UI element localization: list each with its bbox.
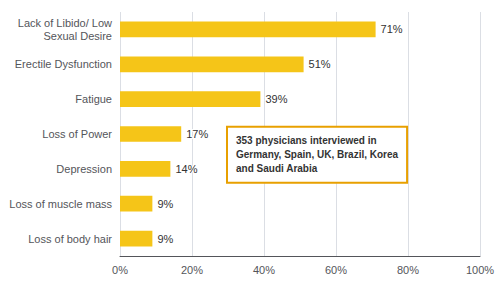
svg-text:20%: 20% — [181, 264, 203, 276]
svg-text:Loss of Power: Loss of Power — [42, 128, 112, 140]
svg-text:Erectile Dysfunction: Erectile Dysfunction — [15, 58, 112, 70]
svg-text:0%: 0% — [112, 264, 128, 276]
svg-text:51%: 51% — [309, 58, 331, 70]
svg-text:40%: 40% — [253, 264, 275, 276]
svg-text:Fatigue: Fatigue — [75, 93, 112, 105]
svg-text:14%: 14% — [175, 163, 197, 175]
svg-text:Depression: Depression — [56, 163, 112, 175]
svg-text:9%: 9% — [157, 198, 173, 210]
svg-text:39%: 39% — [265, 93, 287, 105]
svg-text:Germany, Spain, UK, Brazil, Ko: Germany, Spain, UK, Brazil, Korea — [236, 149, 399, 160]
svg-text:80%: 80% — [397, 264, 419, 276]
svg-text:Lack of Libido/ Low: Lack of Libido/ Low — [18, 17, 112, 29]
svg-text:17%: 17% — [186, 128, 208, 140]
svg-text:9%: 9% — [157, 233, 173, 245]
svg-text:60%: 60% — [325, 264, 347, 276]
svg-text:Loss of muscle mass: Loss of muscle mass — [9, 198, 112, 210]
svg-text:100%: 100% — [466, 264, 494, 276]
svg-text:Sexual Desire: Sexual Desire — [44, 30, 112, 42]
svg-text:and Saudi Arabia: and Saudi Arabia — [236, 163, 318, 174]
svg-text:353 physicians interviewed in: 353 physicians interviewed in — [236, 135, 377, 146]
svg-text:71%: 71% — [381, 23, 403, 35]
svg-text:Loss of body hair: Loss of body hair — [28, 233, 112, 245]
